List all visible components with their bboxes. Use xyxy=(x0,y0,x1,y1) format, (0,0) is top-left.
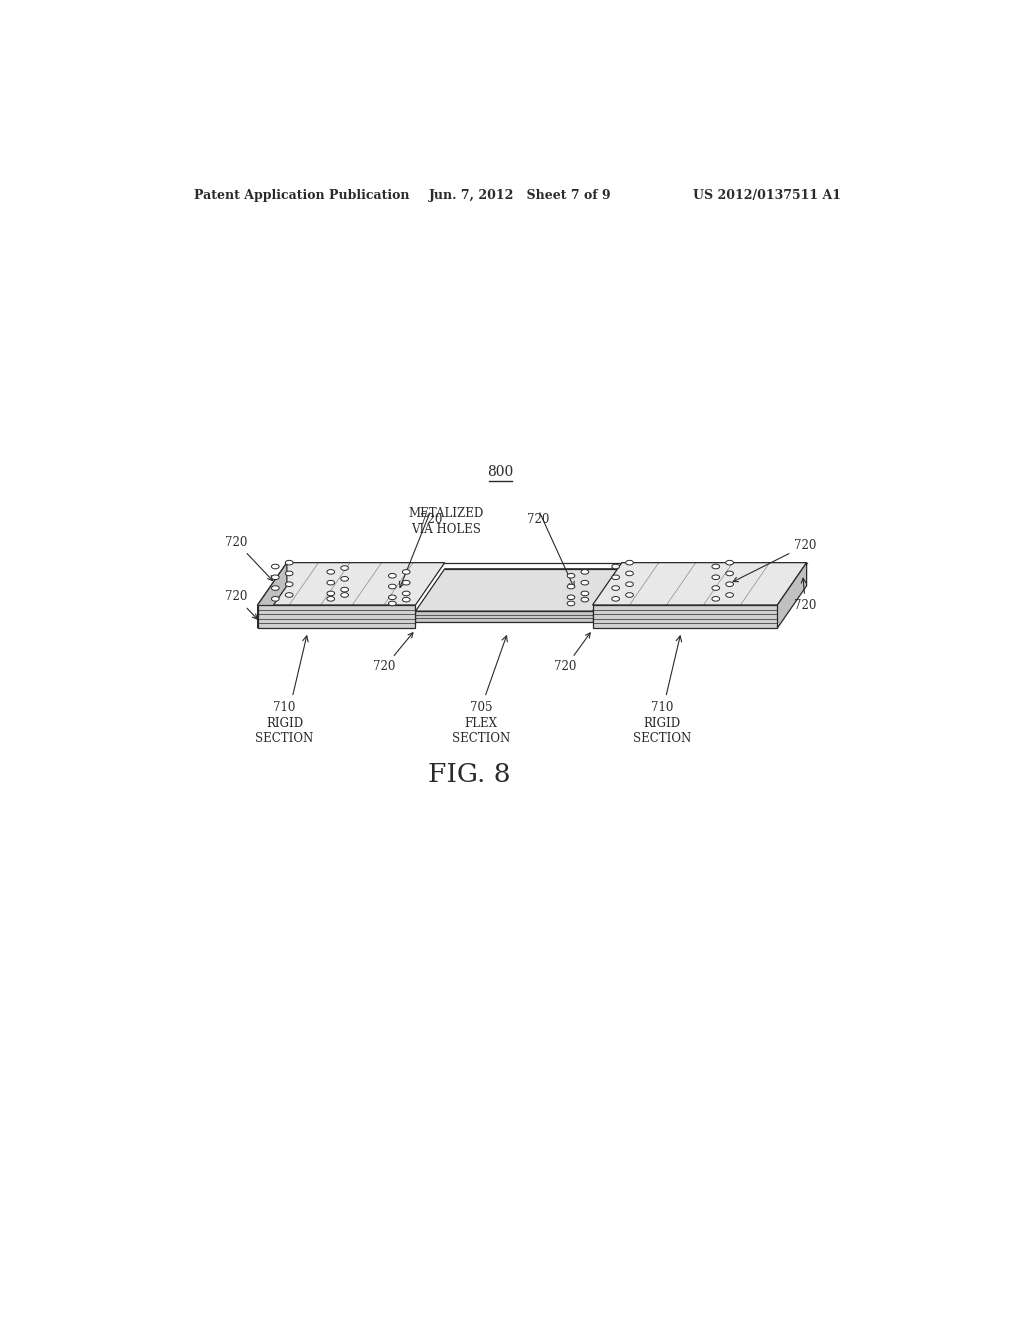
Text: 720: 720 xyxy=(420,513,442,527)
Ellipse shape xyxy=(327,581,335,585)
Ellipse shape xyxy=(327,591,335,595)
Text: METALIZED
VIA HOLES: METALIZED VIA HOLES xyxy=(409,507,484,536)
Ellipse shape xyxy=(712,586,720,590)
Ellipse shape xyxy=(626,572,634,576)
Ellipse shape xyxy=(726,572,733,576)
Ellipse shape xyxy=(611,576,620,579)
Ellipse shape xyxy=(726,582,733,586)
Ellipse shape xyxy=(581,598,589,602)
Ellipse shape xyxy=(327,597,335,601)
Ellipse shape xyxy=(271,586,280,590)
Ellipse shape xyxy=(611,586,620,590)
Ellipse shape xyxy=(327,570,335,574)
Text: Patent Application Publication: Patent Application Publication xyxy=(194,189,410,202)
Ellipse shape xyxy=(286,561,293,565)
Polygon shape xyxy=(258,562,287,628)
Ellipse shape xyxy=(726,593,733,597)
Text: FIG. 8: FIG. 8 xyxy=(428,762,511,787)
Text: US 2012/0137511 A1: US 2012/0137511 A1 xyxy=(692,189,841,202)
Text: 720: 720 xyxy=(554,632,590,673)
Ellipse shape xyxy=(286,593,293,597)
Text: 720: 720 xyxy=(795,578,817,612)
Ellipse shape xyxy=(271,597,280,601)
Text: 720: 720 xyxy=(527,513,550,527)
Ellipse shape xyxy=(581,591,589,595)
Polygon shape xyxy=(416,569,622,611)
Ellipse shape xyxy=(402,598,410,602)
Ellipse shape xyxy=(402,581,410,585)
Text: 720: 720 xyxy=(374,632,413,673)
Polygon shape xyxy=(258,562,444,605)
Ellipse shape xyxy=(341,587,348,591)
Ellipse shape xyxy=(286,582,293,586)
Polygon shape xyxy=(593,605,777,628)
Ellipse shape xyxy=(611,564,620,569)
Ellipse shape xyxy=(388,585,396,589)
Polygon shape xyxy=(593,562,807,605)
Text: 710
RIGID
SECTION: 710 RIGID SECTION xyxy=(255,701,313,746)
Text: 720: 720 xyxy=(225,590,257,619)
Text: 720: 720 xyxy=(733,539,817,582)
Text: 710
RIGID
SECTION: 710 RIGID SECTION xyxy=(633,701,691,746)
Polygon shape xyxy=(777,562,807,628)
Ellipse shape xyxy=(567,573,574,578)
Ellipse shape xyxy=(341,566,348,570)
Ellipse shape xyxy=(567,585,574,589)
Ellipse shape xyxy=(567,595,574,599)
Ellipse shape xyxy=(626,561,634,565)
Ellipse shape xyxy=(726,561,733,565)
Ellipse shape xyxy=(341,577,348,581)
Text: Jun. 7, 2012   Sheet 7 of 9: Jun. 7, 2012 Sheet 7 of 9 xyxy=(429,189,612,202)
Ellipse shape xyxy=(626,582,634,586)
Ellipse shape xyxy=(271,576,280,579)
Polygon shape xyxy=(416,611,593,622)
Ellipse shape xyxy=(567,601,574,606)
Ellipse shape xyxy=(712,597,720,601)
Polygon shape xyxy=(258,605,416,628)
Ellipse shape xyxy=(388,601,396,606)
Ellipse shape xyxy=(271,564,280,569)
Text: 705
FLEX
SECTION: 705 FLEX SECTION xyxy=(452,701,510,746)
Ellipse shape xyxy=(402,591,410,595)
Ellipse shape xyxy=(388,573,396,578)
Ellipse shape xyxy=(712,576,720,579)
Ellipse shape xyxy=(402,570,410,574)
Ellipse shape xyxy=(286,572,293,576)
Text: 720: 720 xyxy=(225,536,272,581)
Text: 800: 800 xyxy=(487,466,513,479)
Ellipse shape xyxy=(611,597,620,601)
Ellipse shape xyxy=(581,570,589,574)
Ellipse shape xyxy=(581,581,589,585)
Ellipse shape xyxy=(712,564,720,569)
Ellipse shape xyxy=(341,593,348,597)
Ellipse shape xyxy=(626,593,634,597)
Ellipse shape xyxy=(388,595,396,599)
